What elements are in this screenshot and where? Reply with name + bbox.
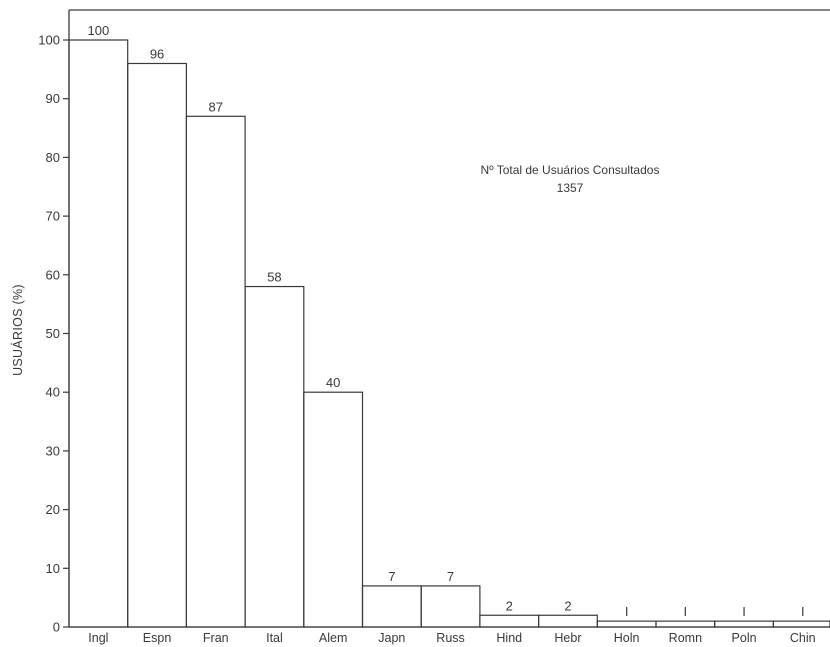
bar [127, 62, 187, 628]
data-label: 96 [150, 46, 164, 61]
data-label: 87 [209, 99, 223, 114]
data-label: 58 [267, 270, 281, 285]
annotation-total-value: 1357 [557, 181, 584, 195]
plot-frame [68, 9, 830, 628]
bar [772, 620, 830, 628]
y-tick-label: 10 [46, 561, 60, 576]
bar [361, 585, 422, 628]
bar [537, 614, 598, 628]
y-tick-label: 60 [46, 267, 60, 282]
x-tick-label: Espn [143, 631, 172, 645]
data-label: 100 [87, 23, 109, 38]
x-tick-label: Poln [732, 631, 757, 645]
annotation-total-label: Nº Total de Usuários Consultados [481, 163, 660, 177]
y-tick-label: 40 [46, 385, 60, 400]
x-tick-label: Chin [790, 631, 816, 645]
y-tick-label: 0 [53, 620, 60, 635]
x-axis: Ingl Espn Fran Ital Alem Japn Russ Hind Hebr Holn… [88, 631, 815, 645]
y-axis-label: USUÁRIOS (%) [10, 284, 25, 376]
data-label: 7 [447, 569, 454, 584]
y-tick-label: 70 [46, 209, 60, 224]
data-label: 40 [326, 375, 340, 390]
y-tick-label: 30 [46, 443, 60, 458]
bar [714, 620, 775, 628]
y-tick-label: 100 [38, 33, 60, 48]
data-label: I [684, 604, 688, 619]
x-tick-label: Ingl [88, 631, 108, 645]
x-tick-label: Hebr [554, 631, 581, 645]
data-label: I [742, 604, 746, 619]
bar [596, 620, 657, 628]
y-tick-label: 20 [46, 502, 60, 517]
x-tick-label: Japn [378, 631, 405, 645]
bar [655, 620, 716, 628]
y-axis: 0 10 20 30 40 50 60 70 80 90 100 [38, 33, 69, 635]
data-label: 7 [388, 569, 395, 584]
bar [244, 285, 305, 628]
y-tick-label: 50 [46, 326, 60, 341]
y-tick-label: 90 [46, 91, 60, 106]
bar [68, 39, 129, 628]
y-tick-label: 80 [46, 150, 60, 165]
bar [303, 391, 364, 628]
data-label: I [625, 604, 629, 619]
x-tick-label: Hind [496, 631, 522, 645]
x-tick-label: Russ [436, 631, 464, 645]
x-tick-label: Romn [669, 631, 702, 645]
bar [185, 115, 246, 628]
bar [479, 614, 540, 628]
x-tick-label: Alem [319, 631, 347, 645]
bars [68, 39, 830, 628]
data-label: I [801, 604, 805, 619]
x-tick-label: Fran [203, 631, 229, 645]
bar [420, 585, 481, 628]
x-tick-label: Holn [614, 631, 640, 645]
data-label: 2 [564, 598, 571, 613]
data-label: 2 [506, 598, 513, 613]
data-labels: 100 96 87 58 40 7 7 2 2 I I I I [87, 23, 804, 619]
x-tick-label: Ital [266, 631, 283, 645]
